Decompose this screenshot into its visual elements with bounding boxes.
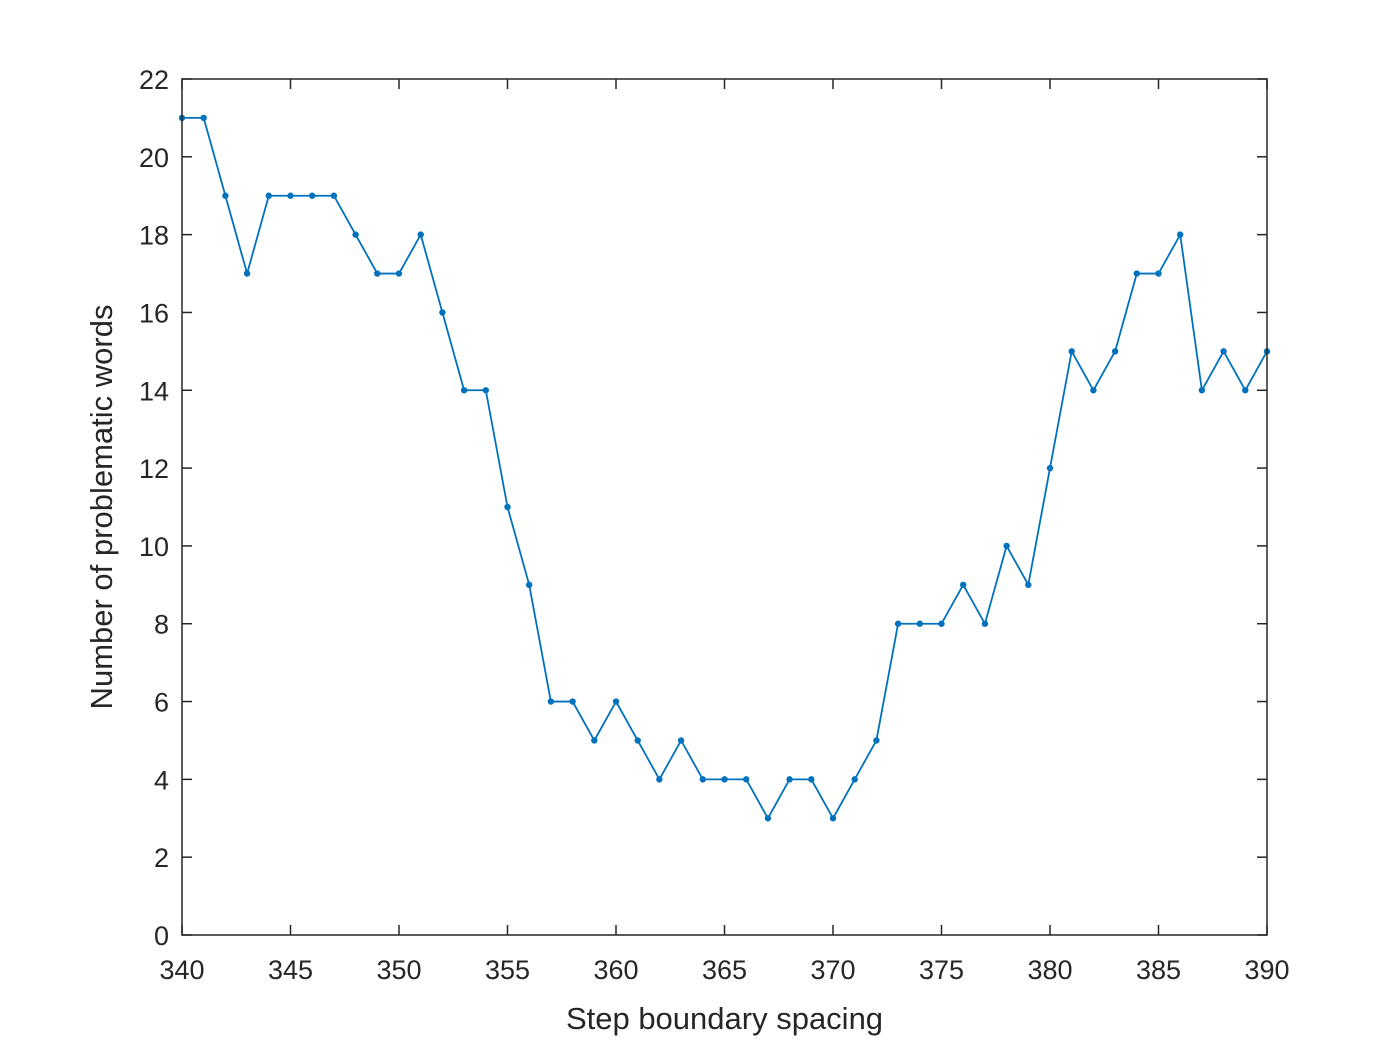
y-tick-label: 22 (139, 65, 169, 95)
data-point (612, 698, 620, 705)
data-point (1177, 231, 1184, 238)
x-tick-label: 370 (810, 955, 855, 985)
x-tick-label: 345 (268, 955, 313, 985)
data-point (1025, 581, 1032, 589)
x-tick-label: 340 (159, 955, 204, 985)
x-tick-label: 375 (919, 955, 964, 985)
y-tick-label: 20 (139, 143, 169, 173)
axes-box (181, 78, 1268, 936)
x-tick-label: 390 (1244, 955, 1289, 985)
data-point (243, 270, 251, 277)
data-point (265, 192, 272, 199)
data-point (504, 503, 511, 511)
y-tick-label: 14 (139, 376, 169, 406)
data-point (200, 114, 207, 122)
data-point (938, 620, 945, 627)
y-tick-label: 0 (154, 921, 169, 951)
data-point (656, 776, 663, 783)
data-point (829, 815, 837, 822)
y-tick-label: 12 (139, 454, 169, 484)
data-point (1242, 387, 1249, 394)
y-tick-label: 2 (154, 843, 169, 873)
data-point (569, 698, 576, 705)
data-point (981, 620, 989, 627)
y-axis-title: Number of problematic words (84, 305, 119, 710)
y-tick-label: 10 (139, 532, 169, 562)
data-point (1068, 348, 1075, 355)
series-layer (178, 114, 1271, 822)
data-point (960, 581, 967, 589)
data-point (743, 776, 750, 783)
data-point (352, 231, 359, 238)
data-point (1133, 270, 1141, 277)
data-point (309, 192, 316, 199)
data-point (439, 309, 446, 316)
data-point (482, 387, 489, 394)
x-tick-label: 360 (593, 955, 638, 985)
y-tick-label: 4 (154, 765, 169, 795)
x-tick-label: 385 (1136, 955, 1181, 985)
x-tick-label: 380 (1027, 955, 1072, 985)
data-point (634, 737, 641, 744)
data-point (699, 776, 706, 783)
x-tick-label: 365 (702, 955, 747, 985)
data-point (677, 737, 685, 744)
data-point (1155, 270, 1162, 277)
x-tick-label: 355 (485, 955, 530, 985)
data-point (591, 737, 598, 744)
x-axis-ticks: 340 345 350 355 360 365 370 375 380 385 390 (159, 79, 1290, 985)
data-point (873, 737, 880, 744)
data-point (1090, 387, 1097, 394)
data-point (1111, 348, 1119, 355)
data-point (374, 270, 381, 277)
data-point (851, 776, 858, 783)
data-point (1046, 464, 1054, 472)
y-tick-label: 8 (154, 610, 169, 640)
x-axis-title: Step boundary spacing (566, 1001, 883, 1036)
y-axis-ticks: 0 2 4 6 8 10 12 14 16 18 20 22 (139, 65, 1267, 951)
data-point (1003, 542, 1010, 550)
data-point (460, 387, 468, 394)
data-point (894, 620, 902, 627)
data-point (526, 581, 533, 589)
y-tick-label: 18 (139, 221, 169, 251)
data-point (547, 698, 555, 705)
data-point (1220, 348, 1227, 355)
data-point (808, 776, 815, 783)
plot-background (182, 79, 1267, 935)
data-point (330, 192, 338, 199)
data-point (721, 776, 728, 783)
data-point (287, 192, 294, 199)
data-point (786, 776, 793, 783)
y-tick-label: 6 (154, 688, 169, 718)
x-tick-label: 350 (376, 955, 421, 985)
data-point (1198, 387, 1206, 394)
data-point (395, 270, 403, 277)
data-point (222, 192, 229, 199)
y-tick-label: 16 (139, 298, 169, 328)
data-point (764, 815, 772, 822)
data-point (417, 231, 424, 238)
data-point (916, 620, 923, 627)
